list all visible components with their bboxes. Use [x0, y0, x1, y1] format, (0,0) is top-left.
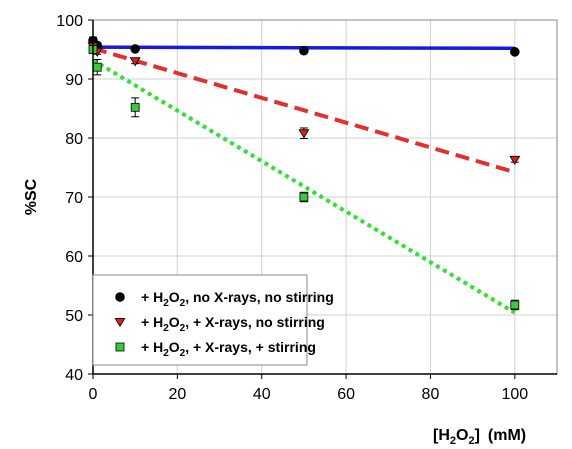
- x-axis-label-mid: O: [456, 427, 468, 444]
- fit-line: [91, 58, 516, 315]
- legend-label-part: 2: [163, 348, 169, 359]
- legend-label: + H2O2, no X-rays, no stirring: [141, 289, 334, 309]
- legend-label-part: 2: [163, 298, 169, 309]
- tick-labels: 0 20 40 60 80 100 40 50 60 70 80 90 100: [56, 13, 528, 403]
- fit-lines: [91, 45, 516, 315]
- legend-label-part: 2: [180, 298, 186, 309]
- x-tick-label: 100: [501, 386, 528, 403]
- marker-square: [510, 300, 520, 310]
- marker-triangle: [129, 57, 141, 67]
- data-points: [87, 35, 521, 311]
- y-tick-label: 60: [65, 249, 83, 266]
- legend-label-part: , no X-rays, no stirring: [185, 289, 334, 305]
- marker-triangle: [298, 129, 310, 139]
- legend-label-part: , + X-rays, + stirring: [185, 339, 316, 355]
- legend-label-part: O: [169, 289, 180, 305]
- marker-triangle: [114, 317, 126, 328]
- y-tick-label: 100: [56, 13, 83, 30]
- y-tick-label: 70: [65, 190, 83, 207]
- legend-label-part: O: [169, 339, 180, 355]
- y-tick-label: 90: [65, 72, 83, 89]
- legend-label: + H2O2, + X-rays, no stirring: [141, 314, 325, 334]
- legend-label-part: , + X-rays, no stirring: [185, 314, 325, 330]
- marker-square: [299, 192, 309, 202]
- legend-label-part: + H: [141, 289, 163, 305]
- x-axis-label-prefix: [H: [433, 427, 450, 444]
- legend: + H2O2, no X-rays, no stirring+ H2O2, + …: [92, 274, 334, 366]
- legend-label-part: + H: [141, 339, 163, 355]
- marker-circle: [115, 292, 125, 302]
- marker-circle: [510, 47, 520, 57]
- marker-circle: [130, 44, 140, 54]
- x-axis-label-suffix: ]: [475, 427, 480, 444]
- legend-label-part: O: [169, 314, 180, 330]
- legend-label-part: 2: [163, 323, 169, 334]
- marker-square: [130, 102, 140, 112]
- x-tick-label: 0: [89, 386, 98, 403]
- x-axis-label-sub1: 2: [450, 435, 456, 447]
- x-axis-label: [H2O2] (mM): [433, 427, 526, 447]
- x-tick-label: 80: [422, 386, 440, 403]
- legend-label: + H2O2, + X-rays, + stirring: [141, 339, 316, 359]
- legend-entries: + H2O2, no X-rays, no stirring+ H2O2, + …: [114, 289, 334, 359]
- x-axis-label-unit: (mM): [488, 427, 526, 444]
- x-tick-label: 60: [337, 386, 355, 403]
- y-tick-label: 40: [65, 367, 83, 384]
- legend-label-part: 2: [180, 323, 186, 334]
- y-tick-label: 80: [65, 131, 83, 148]
- y-tick-label: 50: [65, 308, 83, 325]
- x-axis-label-sub2: 2: [468, 435, 474, 447]
- marker-circle: [299, 45, 309, 56]
- y-axis-label: %SC: [23, 178, 40, 215]
- legend-box: [92, 274, 308, 366]
- legend-label-part: + H: [141, 314, 163, 330]
- x-tick-label: 20: [168, 386, 186, 403]
- marker-triangle: [509, 155, 521, 166]
- marker-square: [92, 62, 102, 72]
- legend-label-part: 2: [180, 348, 186, 359]
- fit-line: [92, 46, 516, 175]
- marker-square: [115, 342, 125, 352]
- x-tick-label: 40: [253, 386, 271, 403]
